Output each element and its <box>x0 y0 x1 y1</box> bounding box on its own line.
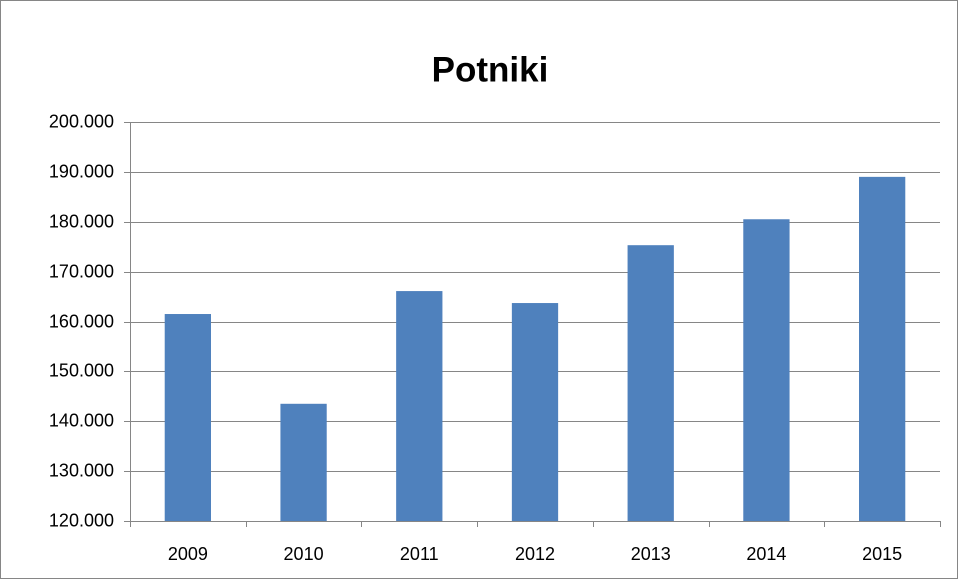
y-tick-label: 170.000 <box>49 261 114 281</box>
x-tick-label: 2014 <box>746 544 786 564</box>
y-tick-label: 130.000 <box>49 460 114 480</box>
y-tick-label: 190.000 <box>49 161 114 181</box>
x-tick-label: 2012 <box>515 544 555 564</box>
bar <box>859 176 906 522</box>
bar <box>396 291 443 521</box>
y-tick-label: 160.000 <box>49 311 114 331</box>
bar <box>164 314 211 521</box>
bar <box>511 303 559 521</box>
y-tick-label: 200.000 <box>49 111 114 131</box>
y-tick-label: 140.000 <box>49 410 114 430</box>
x-tick-label: 2015 <box>862 544 902 564</box>
x-tick-label: 2013 <box>631 544 671 564</box>
x-tick-label: 2010 <box>284 544 324 564</box>
y-tick-label: 180.000 <box>49 211 114 231</box>
y-tick-label: 150.000 <box>49 360 114 380</box>
chart-title: Potniki <box>432 50 549 89</box>
bar <box>743 219 790 521</box>
bar <box>627 245 674 521</box>
bar <box>280 403 327 521</box>
x-tick-label: 2009 <box>168 544 208 564</box>
x-tick-label: 2011 <box>400 544 439 564</box>
y-tick-label: 120.000 <box>49 510 114 530</box>
